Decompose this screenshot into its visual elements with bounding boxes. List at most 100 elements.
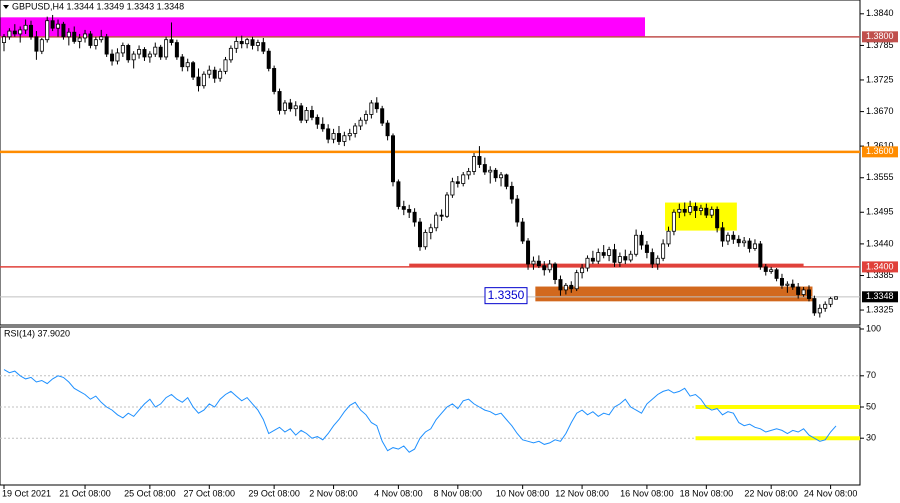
y-tick-label: 1.3440 [866, 238, 894, 248]
candle-body [385, 122, 390, 137]
rsi-tick-label: 70 [866, 370, 876, 380]
x-tick-label: 16 Nov 08:00 [620, 488, 674, 498]
candle-body [288, 102, 293, 110]
candle-body [99, 36, 104, 41]
candle-body [412, 211, 417, 223]
candle-body [299, 105, 304, 121]
rsi-tick-label: 30 [866, 433, 876, 443]
candle-body [720, 227, 725, 242]
candle-body [542, 265, 547, 271]
level-tag-label: 1.3600 [866, 146, 894, 156]
candle-body [423, 231, 428, 248]
candle-body [374, 102, 379, 110]
candle-body [790, 283, 795, 288]
candle-body [196, 76, 201, 87]
candle-body [137, 49, 142, 55]
candle-body [131, 53, 136, 61]
y-tick-label: 1.3840 [866, 8, 894, 18]
candle-body [228, 47, 233, 61]
candle-body [547, 263, 552, 271]
y-tick-label: 1.3610 [866, 140, 894, 150]
candle-body [61, 23, 66, 38]
candle-body [250, 39, 255, 46]
candle-body [563, 284, 568, 291]
candle-body [553, 263, 558, 280]
candle-body [407, 208, 412, 213]
candle-body [601, 252, 606, 256]
candle-body [499, 174, 504, 179]
candle-body [83, 33, 88, 39]
y-tick-label: 1.3785 [866, 40, 894, 50]
candle-body [266, 50, 271, 69]
candle-body [12, 30, 17, 35]
candle-body [347, 133, 352, 137]
candle-body [326, 128, 331, 140]
candle-body [380, 108, 385, 124]
rsi-line [3, 369, 837, 453]
candle-body [472, 156, 477, 172]
candle-body [223, 59, 228, 72]
candle-body [207, 69, 212, 75]
zone [665, 202, 737, 231]
y-tick-label: 1.3670 [866, 106, 894, 116]
level-tag [862, 261, 898, 273]
candle-body [56, 23, 61, 29]
candle-body [796, 286, 801, 295]
candle-body [445, 194, 450, 217]
candle-body [261, 42, 266, 52]
candle-body [731, 234, 736, 240]
candle-body [93, 39, 98, 46]
candle-body [315, 116, 320, 125]
current-price-label: 1.3348 [866, 291, 894, 301]
x-tick-label: 29 Oct 08:00 [248, 488, 300, 498]
candle-body [509, 185, 514, 200]
x-tick-label: 24 Nov 08:00 [804, 488, 858, 498]
candle-body [272, 68, 277, 92]
candle-body [191, 62, 196, 78]
candle-body [417, 221, 422, 248]
candle-body [234, 41, 239, 49]
candle-body [304, 110, 309, 121]
candle-body [88, 33, 93, 46]
price-panel [0, 0, 861, 326]
candle-body [607, 249, 612, 256]
candle-body [396, 181, 401, 207]
candle-body [801, 289, 806, 295]
candle-body [158, 46, 163, 58]
candle-body [180, 56, 185, 68]
candle-body [110, 53, 115, 62]
candle-body [336, 133, 341, 142]
candle-body [650, 252, 655, 265]
candle-body [747, 240, 752, 249]
candle-body [77, 37, 82, 42]
candle-body [126, 45, 131, 61]
candle-body [201, 73, 206, 87]
current-price-tag [862, 291, 898, 303]
candle-body [142, 49, 147, 58]
candle-body [569, 284, 574, 290]
candle-body [331, 133, 336, 140]
x-tick-label: 27 Oct 08:00 [184, 488, 236, 498]
candle-body [309, 110, 314, 118]
candle-body [769, 269, 774, 272]
candle-body [515, 198, 520, 223]
candle-body [428, 227, 433, 233]
x-tick-label: 22 Nov 08:00 [744, 488, 798, 498]
candle-body [779, 278, 784, 286]
candle-body [574, 272, 579, 290]
candle-body [585, 257, 590, 269]
candle-body [644, 244, 649, 253]
candle-body [736, 238, 741, 244]
candle-body [66, 31, 71, 38]
zone [0, 17, 646, 38]
candle-body [677, 208, 682, 213]
candle-body [218, 70, 223, 79]
candle-body [72, 31, 77, 42]
x-tick-label: 12 Nov 08:00 [555, 488, 609, 498]
candle-body [434, 214, 439, 229]
candle-body [671, 211, 676, 232]
candle-body [239, 41, 244, 45]
candle-body [774, 269, 779, 279]
candle-body [709, 208, 714, 216]
